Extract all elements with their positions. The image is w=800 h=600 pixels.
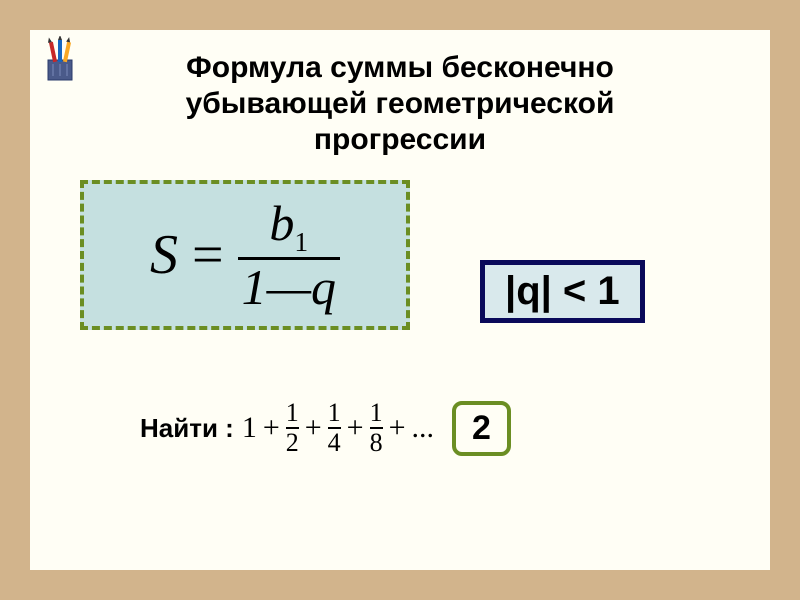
formula-fraction: b1 1—q [238, 198, 340, 313]
slide-title: Формула суммы бесконечно убывающей геоме… [100, 50, 700, 158]
answer-box: 2 [452, 401, 511, 456]
term-2: 1 2 [286, 400, 299, 456]
pencil-cup-icon [36, 36, 84, 84]
plus-2: + [305, 411, 322, 445]
problem-row: Найти : 1 + 1 2 + 1 4 + 1 8 + ... [140, 400, 511, 456]
find-label: Найти : [140, 413, 234, 444]
slide: Формула суммы бесконечно убывающей геоме… [30, 30, 770, 570]
formula-lhs: S [150, 223, 178, 287]
dots: ... [412, 411, 435, 445]
plus-1: + [263, 411, 280, 445]
term-3: 1 4 [328, 400, 341, 456]
answer-value: 2 [472, 409, 491, 447]
formula-denominator: 1—q [238, 262, 340, 312]
sum-formula: S = b1 1—q [150, 198, 340, 313]
condition-text: |q| < 1 [505, 269, 620, 313]
plus-4: + [389, 411, 406, 445]
term-1: 1 [242, 411, 257, 445]
series-expression: 1 + 1 2 + 1 4 + 1 8 + ... [242, 400, 434, 456]
plus-3: + [347, 411, 364, 445]
term-4: 1 8 [370, 400, 383, 456]
formula-box: S = b1 1—q [80, 180, 410, 330]
formula-numerator: b1 [265, 198, 312, 256]
condition-box: |q| < 1 [480, 260, 645, 323]
formula-equals: = [192, 223, 224, 287]
